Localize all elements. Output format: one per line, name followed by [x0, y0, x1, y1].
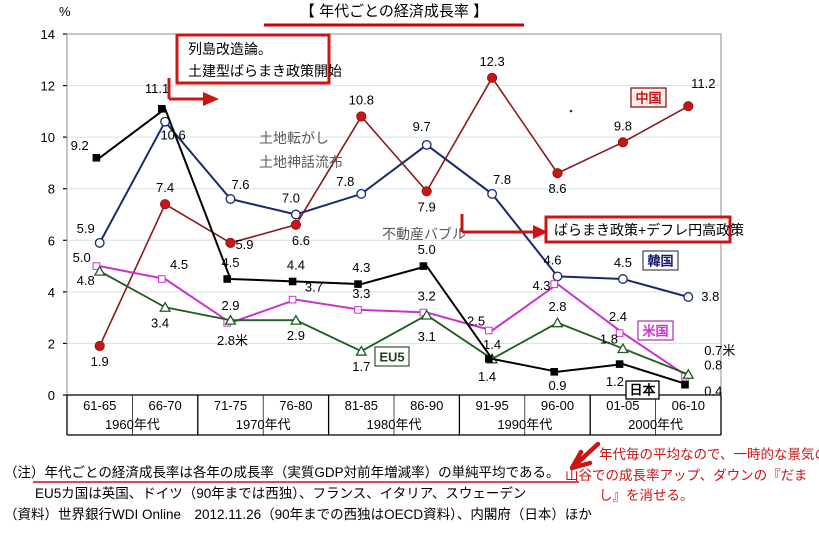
svg-text:6.6: 6.6 [292, 233, 310, 248]
svg-text:4.3: 4.3 [532, 278, 550, 293]
svg-text:3.2: 3.2 [418, 289, 436, 304]
svg-text:1960年代: 1960年代 [105, 417, 160, 432]
svg-text:2.8: 2.8 [548, 299, 566, 314]
svg-text:1.4: 1.4 [483, 337, 501, 352]
svg-text:4.3: 4.3 [352, 260, 370, 275]
svg-text:2.5: 2.5 [467, 314, 485, 329]
svg-text:3.3: 3.3 [352, 286, 370, 301]
svg-text:7.8: 7.8 [336, 174, 354, 189]
svg-text:9.2: 9.2 [71, 138, 89, 153]
svg-text:7.9: 7.9 [418, 199, 436, 214]
svg-text:2.4: 2.4 [609, 309, 627, 324]
svg-text:4.8: 4.8 [77, 273, 95, 288]
svg-text:1.2: 1.2 [606, 374, 624, 389]
svg-text:し』を消せる。: し』を消せる。 [599, 488, 694, 503]
svg-text:1980年代: 1980年代 [367, 417, 422, 432]
svg-text:5.0: 5.0 [418, 242, 436, 257]
svg-text:4.5: 4.5 [170, 257, 188, 272]
svg-text:2.8米: 2.8米 [217, 333, 248, 348]
svg-text:0.7米: 0.7米 [704, 343, 735, 358]
svg-text:1.8: 1.8 [600, 332, 618, 347]
svg-text:0.4: 0.4 [704, 384, 722, 399]
svg-text:年代毎の平均なので、一時的な景気の: 年代毎の平均なので、一時的な景気の [599, 447, 819, 462]
svg-text:7.4: 7.4 [156, 180, 174, 195]
svg-text:3.7: 3.7 [305, 280, 323, 295]
svg-text:4: 4 [48, 285, 55, 300]
svg-text:8.6: 8.6 [548, 181, 566, 196]
svg-text:1.7: 1.7 [352, 359, 370, 374]
svg-text:4.5: 4.5 [614, 255, 632, 270]
svg-text:3.4: 3.4 [151, 315, 169, 330]
svg-text:1970年代: 1970年代 [236, 417, 291, 432]
svg-text:9.7: 9.7 [413, 119, 431, 134]
svg-text:0: 0 [48, 388, 55, 403]
svg-text:EU5カ国は英国、ドイツ（90年までは西独）、フランス、イタ: EU5カ国は英国、ドイツ（90年までは西独）、フランス、イタリア、スウェーデン [35, 485, 526, 501]
svg-text:ばらまき政策+デフレ円高政策: ばらまき政策+デフレ円高政策 [554, 222, 744, 238]
svg-text:2.9: 2.9 [287, 328, 305, 343]
svg-text:6: 6 [48, 233, 55, 248]
svg-text:66-70: 66-70 [148, 398, 181, 413]
svg-text:%: % [59, 4, 71, 19]
svg-text:（資料）世界銀行WDI Online 2012.11.26（: （資料）世界銀行WDI Online 2012.11.26（90年までの西独はO… [4, 507, 592, 522]
svg-text:86-90: 86-90 [410, 398, 443, 413]
svg-text:91-95: 91-95 [475, 398, 508, 413]
svg-text:76-80: 76-80 [279, 398, 312, 413]
svg-text:韓国: 韓国 [647, 254, 673, 269]
svg-text:10.6: 10.6 [160, 128, 185, 143]
svg-text:12.3: 12.3 [479, 54, 504, 69]
svg-text:2.9: 2.9 [221, 298, 239, 313]
svg-text:【 年代ごとの経済成長率 】: 【 年代ごとの経済成長率 】 [300, 3, 488, 20]
svg-text:中国: 中国 [635, 91, 661, 106]
svg-text:1.9: 1.9 [91, 354, 109, 369]
svg-text:土建型ばらまき政策開始: 土建型ばらまき政策開始 [188, 63, 342, 79]
svg-text:96-00: 96-00 [541, 398, 574, 413]
svg-text:列島改造論。: 列島改造論。 [188, 41, 272, 57]
svg-text:4.5: 4.5 [221, 255, 239, 270]
svg-text:米国: 米国 [642, 324, 668, 339]
svg-text:01-05: 01-05 [606, 398, 639, 413]
svg-text:1.4: 1.4 [478, 369, 496, 384]
svg-text:06-10: 06-10 [672, 398, 705, 413]
svg-text:8: 8 [48, 182, 55, 197]
svg-text:5.9: 5.9 [77, 221, 95, 236]
svg-text:土地転がし: 土地転がし [259, 130, 329, 146]
svg-text:4.4: 4.4 [287, 258, 305, 273]
svg-text:9.8: 9.8 [614, 118, 632, 133]
svg-text:5.9: 5.9 [235, 237, 253, 252]
svg-text:12: 12 [41, 79, 55, 94]
svg-text:0.9: 0.9 [548, 378, 566, 393]
svg-text:（注）年代ごとの経済成長率は各年の成長率（実質GDP対前年増: （注）年代ごとの経済成長率は各年の成長率（実質GDP対前年増減率）の単純平均であ… [4, 464, 559, 480]
svg-text:7.8: 7.8 [493, 172, 511, 187]
svg-text:日本: 日本 [629, 383, 655, 398]
svg-text:14: 14 [41, 27, 55, 42]
svg-text:61-65: 61-65 [83, 398, 116, 413]
svg-text:土地神話流布: 土地神話流布 [259, 154, 343, 170]
svg-text:7.0: 7.0 [282, 191, 300, 206]
svg-text:3.1: 3.1 [418, 329, 436, 344]
svg-text:不動産バブル: 不動産バブル [382, 226, 466, 242]
svg-text:10: 10 [41, 130, 55, 145]
svg-text:71-75: 71-75 [214, 398, 247, 413]
svg-text:2: 2 [48, 336, 55, 351]
svg-text:7.6: 7.6 [231, 177, 249, 192]
svg-text:3.8: 3.8 [701, 289, 719, 304]
svg-text:山谷での成長率アップ、ダウンの『だま: 山谷での成長率アップ、ダウンの『だま [565, 467, 807, 483]
svg-text:4.6: 4.6 [543, 252, 561, 267]
svg-text:1990年代: 1990年代 [497, 417, 552, 432]
svg-text:10.8: 10.8 [349, 93, 374, 108]
svg-text:81-85: 81-85 [345, 398, 378, 413]
svg-text:0.8: 0.8 [704, 357, 722, 372]
svg-text:11.2: 11.2 [691, 76, 715, 91]
svg-text:5.0: 5.0 [73, 250, 91, 265]
svg-text:2000年代: 2000年代 [628, 417, 683, 432]
svg-text:11.1: 11.1 [145, 81, 169, 96]
svg-text:EU5: EU5 [379, 350, 404, 365]
